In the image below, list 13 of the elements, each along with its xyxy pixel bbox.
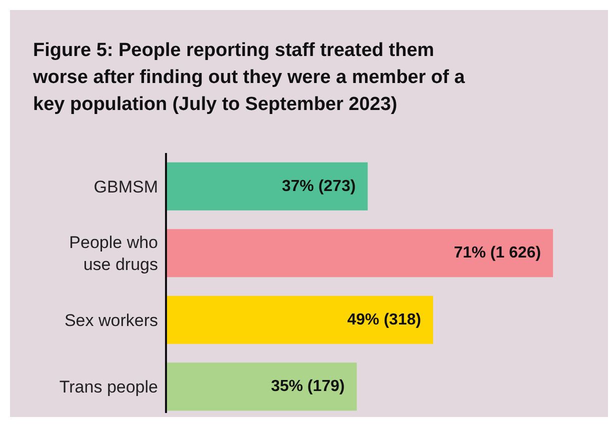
- data-label: 37% (273): [282, 178, 356, 195]
- y-tick-label: Trans people: [59, 377, 158, 396]
- bar: [166, 162, 368, 210]
- data-label: 49% (318): [347, 311, 422, 328]
- y-tick-label: GBMSM: [94, 176, 158, 196]
- chart-title: Figure 5: People reporting staff treated them worse after finding out they were a member of a key population (July to September 2023): [32, 40, 466, 115]
- data-label: 71% (1 626): [454, 244, 541, 262]
- y-tick-label: People who use drugs: [69, 232, 158, 274]
- bar: [166, 362, 357, 411]
- y-tick-label: Sex workers: [64, 310, 158, 330]
- data-label: 35% (179): [270, 378, 345, 396]
- bar: [166, 296, 434, 344]
- bar: [166, 229, 553, 278]
